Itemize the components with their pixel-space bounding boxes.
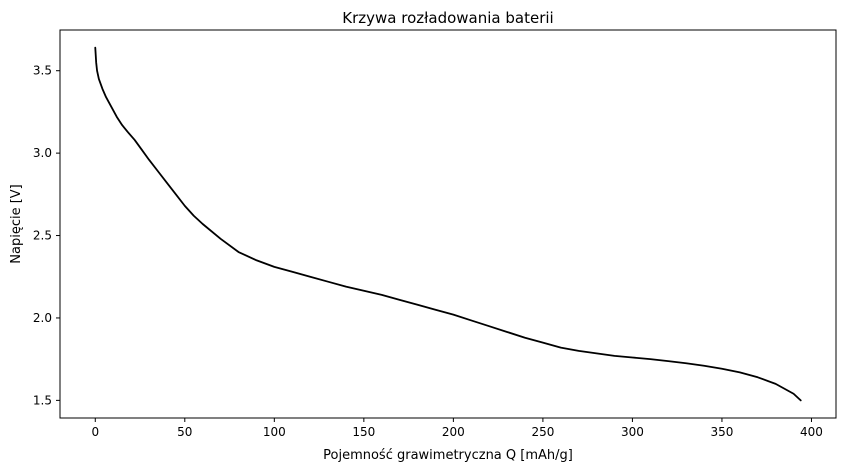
x-axis: 0 50 100 150 200 250 300 350 400 [91, 418, 823, 439]
y-axis: 1.5 2.0 2.5 3.0 3.5 [33, 64, 60, 407]
series-layer [94, 46, 802, 402]
x-tick-label: 250 [531, 425, 554, 439]
y-axis-label: Napięcie [V] [9, 184, 24, 263]
x-tick-label: 350 [710, 425, 733, 439]
x-tick-label: 300 [621, 425, 644, 439]
x-tick-label: 400 [800, 425, 823, 439]
x-tick-label: 100 [263, 425, 286, 439]
x-tick-label: 200 [442, 425, 465, 439]
y-tick-label: 3.5 [33, 64, 52, 78]
y-tick-label: 3.0 [33, 146, 52, 160]
y-tick-label: 2.0 [33, 311, 52, 325]
y-tick-label: 1.5 [33, 393, 52, 407]
x-tick-label: 0 [91, 425, 99, 439]
chart-title: Krzywa rozładowania baterii [342, 9, 553, 27]
x-tick-label: 50 [177, 425, 192, 439]
series-line-0 [94, 46, 802, 402]
plot-frame [59, 29, 837, 419]
plot-area [59, 29, 837, 419]
y-tick-label: 2.5 [33, 229, 52, 243]
x-tick-label: 150 [352, 425, 375, 439]
x-axis-label: Pojemność grawimetryczna Q [mAh/g] [323, 448, 573, 463]
